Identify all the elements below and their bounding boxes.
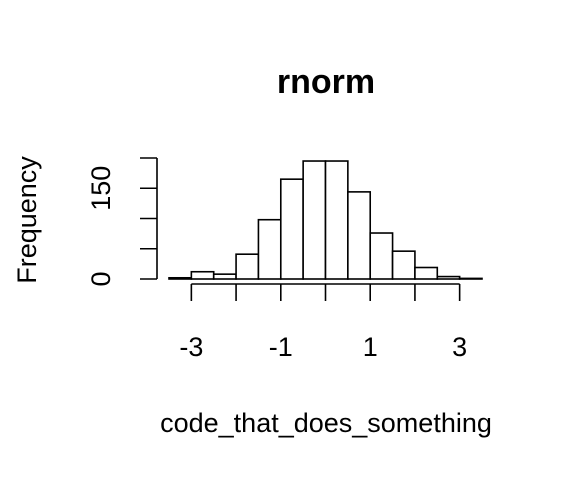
histogram-bar	[235, 253, 260, 280]
chart-title: rnorm	[277, 63, 375, 101]
histogram-bar	[458, 277, 483, 280]
x-tick-label: 3	[452, 332, 467, 362]
y-tick-label: 150	[86, 166, 116, 211]
x-axis: -3 -1 1 3	[179, 283, 467, 362]
histogram-bar	[436, 275, 461, 280]
y-axis-label: Frequency	[12, 156, 42, 284]
bars	[168, 160, 483, 280]
histogram-bar	[324, 160, 349, 280]
x-tick-label: 1	[363, 332, 378, 362]
histogram-bar	[302, 160, 327, 280]
histogram-bar	[190, 270, 215, 280]
histogram-bar	[347, 191, 372, 280]
y-tick-label: 0	[86, 271, 116, 286]
y-axis: 0 150	[86, 157, 158, 287]
histogram-bar	[414, 266, 439, 280]
histogram-bar	[212, 273, 237, 280]
x-tick-label: -1	[269, 332, 293, 362]
histogram-bar	[391, 250, 416, 280]
x-tick-label: -3	[179, 332, 203, 362]
histogram-bar	[257, 218, 282, 280]
x-axis-label: code_that_does_something	[160, 408, 492, 438]
histogram-bar	[168, 276, 193, 280]
histogram-bar	[369, 232, 394, 280]
histogram-bar	[279, 178, 304, 280]
